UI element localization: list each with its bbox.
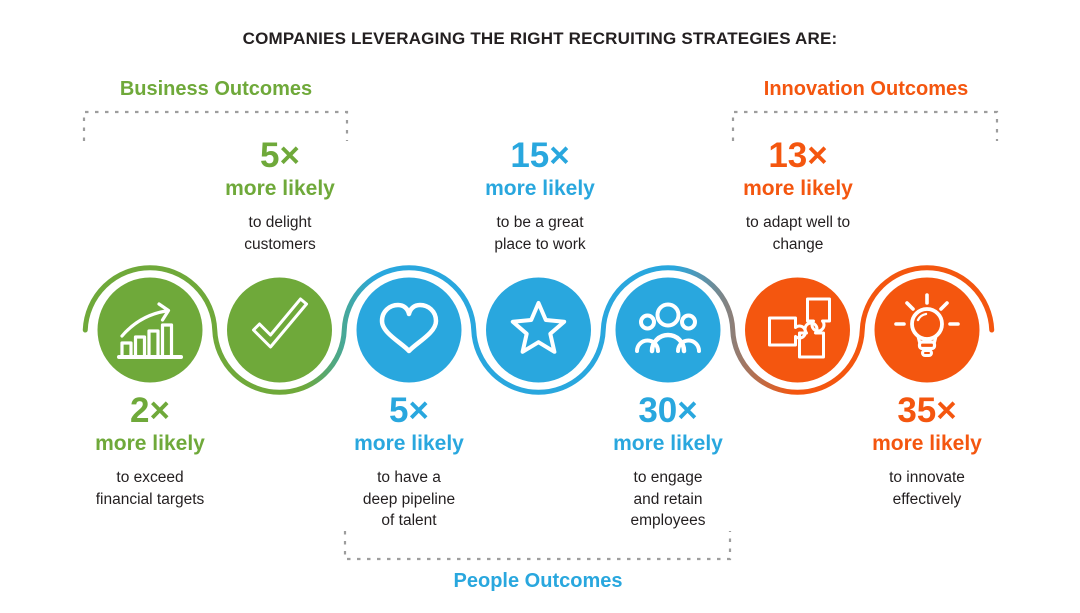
puzzle-icon [768,297,831,359]
people-icon [635,302,701,354]
connector-wave [82,265,995,395]
stat-description: to be a great place to work [494,213,586,253]
metric-circle-workplace [486,277,591,383]
stat-block-innovation: 35× more likely to innovate effectively [837,391,1017,510]
stat-more-likely: more likely [225,176,335,200]
stat-multiplier: 5× [260,136,300,175]
stat-description: to adapt well to change [745,213,851,253]
stat-multiplier: 30× [638,391,698,430]
stat-block-employees: 30× more likely to engage and retain emp… [578,391,758,532]
star-icon [510,301,567,354]
stat-description: to innovate effectively [889,468,965,508]
stat-more-likely: more likely [485,176,595,200]
stat-more-likely: more likely [613,431,723,455]
page-title: COMPANIES LEVERAGING THE RIGHT RECRUITIN… [242,29,838,48]
stat-description: to engage and retain employees [630,468,706,530]
stat-more-likely: more likely [743,176,853,200]
stat-description: to exceed financial targets [95,468,205,508]
innovation-bracket [731,110,999,141]
metric-circle-employees [615,277,721,383]
stat-block-customers: 5× more likely to delight customers [190,136,370,255]
people-bracket [343,531,732,561]
heart-icon [379,302,439,354]
metric-circle-pipeline [356,277,462,383]
metric-circle-change [745,277,850,383]
stat-multiplier: 2× [130,391,170,430]
stat-multiplier: 5× [389,391,429,430]
lightbulb-icon [894,293,960,357]
group-label-innovation: Innovation Outcomes [763,78,969,100]
stat-description: to have a deep pipeline of talent [362,468,456,530]
stat-multiplier: 35× [897,391,957,430]
stat-description: to delight customers [244,213,316,253]
stat-multiplier: 13× [768,136,828,175]
stat-more-likely: more likely [354,431,464,455]
bar-chart-icon [117,302,183,359]
stat-more-likely: more likely [872,431,982,455]
stat-more-likely: more likely [95,431,205,455]
metric-circle-innovation [874,277,980,383]
stat-block-financial: 2× more likely to exceed financial targe… [60,391,240,510]
metric-circle-customers [227,277,332,383]
stat-block-change: 13× more likely to adapt well to change [708,136,888,255]
checkmark-icon [252,297,308,349]
stat-block-workplace: 15× more likely to be a great place to w… [450,136,630,255]
group-label-people: People Outcomes [453,570,623,592]
group-label-business: Business Outcomes [119,78,313,100]
business-bracket [82,110,349,141]
stat-block-pipeline: 5× more likely to have a deep pipeline o… [319,391,499,532]
stat-multiplier: 15× [510,136,570,175]
